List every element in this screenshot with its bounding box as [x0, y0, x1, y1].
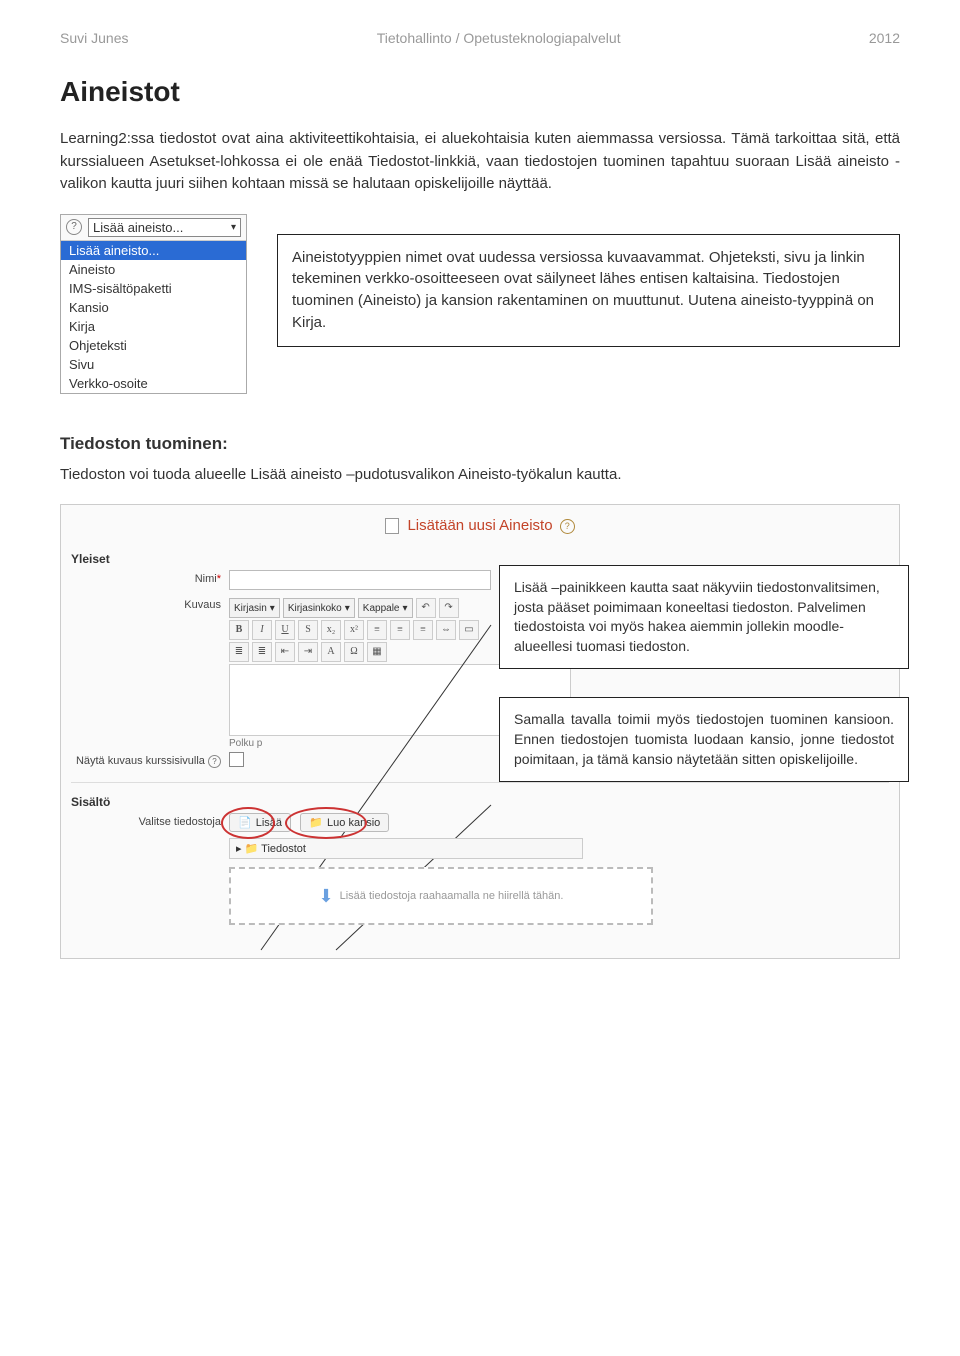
help-icon[interactable]: ?: [208, 755, 221, 768]
info-note-3: Samalla tavalla toimii myös tiedostojen …: [499, 697, 909, 782]
help-icon[interactable]: ?: [560, 519, 575, 534]
folder-icon: ▸ 📁: [236, 843, 258, 855]
image-icon[interactable]: ▭: [459, 620, 479, 640]
section-intro: Tiedoston voi tuoda alueelle Lisää ainei…: [60, 464, 900, 487]
list-bullet-icon[interactable]: ≣: [229, 642, 249, 662]
table-icon[interactable]: ▦: [367, 642, 387, 662]
indent-left-icon[interactable]: ⇤: [275, 642, 295, 662]
dropdown-option[interactable]: Verkko-osoite: [61, 374, 246, 393]
add-resource-dropdown[interactable]: ? Lisää aineisto... ▾ Lisää aineisto... …: [60, 214, 247, 394]
info-note-1: Aineistotyyppien nimet ovat uudessa vers…: [277, 234, 900, 347]
dropdown-selected: Lisää aineisto... ▾: [88, 218, 241, 237]
info-note-2: Lisää –painikkeen kautta saat näkyviin t…: [499, 565, 909, 669]
align-right-icon[interactable]: ≡: [413, 620, 433, 640]
italic-icon[interactable]: I: [252, 620, 272, 640]
dropdown-option[interactable]: Kirja: [61, 317, 246, 336]
file-icon: [385, 518, 399, 534]
author: Suvi Junes: [60, 30, 128, 46]
chevron-down-icon: ▾: [231, 222, 236, 233]
label-name: Nimi: [71, 570, 229, 585]
files-area: ▸ 📁 Tiedostot: [229, 838, 583, 859]
redo-icon[interactable]: ↷: [439, 598, 459, 618]
strike-icon[interactable]: S: [298, 620, 318, 640]
label-selectfiles: Valitse tiedostoja: [71, 813, 229, 828]
section-label-general: Yleiset: [71, 552, 889, 566]
page-title: Aineistot: [60, 76, 900, 108]
subscript-icon[interactable]: x₂: [321, 620, 341, 640]
font-size-select[interactable]: Kirjasinkoko▾: [283, 598, 355, 618]
showdesc-checkbox[interactable]: [229, 752, 244, 767]
underline-icon[interactable]: U: [275, 620, 295, 640]
section-title: Tiedoston tuominen:: [60, 434, 900, 454]
divider: [71, 782, 889, 783]
intro-paragraph: Learning2:ssa tiedostot ovat aina aktivi…: [60, 128, 900, 196]
help-icon[interactable]: ?: [66, 219, 82, 235]
dropzone[interactable]: ⬇ Lisää tiedostoja raahaamalla ne hiirel…: [229, 867, 653, 925]
font-family-select[interactable]: Kirjasin▾: [229, 598, 280, 618]
undo-icon[interactable]: ↶: [416, 598, 436, 618]
highlight-circle: [221, 807, 275, 839]
label-description: Kuvaus: [71, 596, 229, 611]
link-icon[interactable]: ⇔: [436, 620, 456, 640]
align-left-icon[interactable]: ≡: [367, 620, 387, 640]
dropdown-option[interactable]: IMS-sisältöpaketti: [61, 279, 246, 298]
download-arrow-icon: ⬇: [319, 886, 334, 907]
year: 2012: [869, 30, 900, 46]
section-label-content: Sisältö: [71, 795, 889, 809]
color-icon[interactable]: A: [321, 642, 341, 662]
dropdown-option[interactable]: Aineisto: [61, 260, 246, 279]
form-title: Lisätään uusi Aineisto ?: [71, 511, 889, 546]
page-header: Suvi Junes Tietohallinto / Opetusteknolo…: [60, 30, 900, 46]
superscript-icon[interactable]: x²: [344, 620, 364, 640]
bold-icon[interactable]: B: [229, 620, 249, 640]
align-center-icon[interactable]: ≡: [390, 620, 410, 640]
dropdown-option[interactable]: Sivu: [61, 355, 246, 374]
dropdown-option[interactable]: Ohjeteksti: [61, 336, 246, 355]
add-resource-form: Lisätään uusi Aineisto ? Yleiset Nimi Ku…: [60, 504, 900, 959]
highlight-circle: [285, 807, 367, 839]
dropdown-list: Lisää aineisto... Aineisto IMS-sisältöpa…: [61, 241, 246, 393]
list-number-icon[interactable]: ≣: [252, 642, 272, 662]
department: Tietohallinto / Opetusteknologiapalvelut: [377, 30, 621, 46]
dropdown-option[interactable]: Lisää aineisto...: [61, 241, 246, 260]
dropdown-option[interactable]: Kansio: [61, 298, 246, 317]
label-showdesc: Näytä kuvaus kurssisivulla ?: [71, 752, 229, 768]
indent-right-icon[interactable]: ⇥: [298, 642, 318, 662]
paragraph-select[interactable]: Kappale▾: [358, 598, 413, 618]
bgcolor-icon[interactable]: Ω: [344, 642, 364, 662]
name-input[interactable]: [229, 570, 491, 590]
